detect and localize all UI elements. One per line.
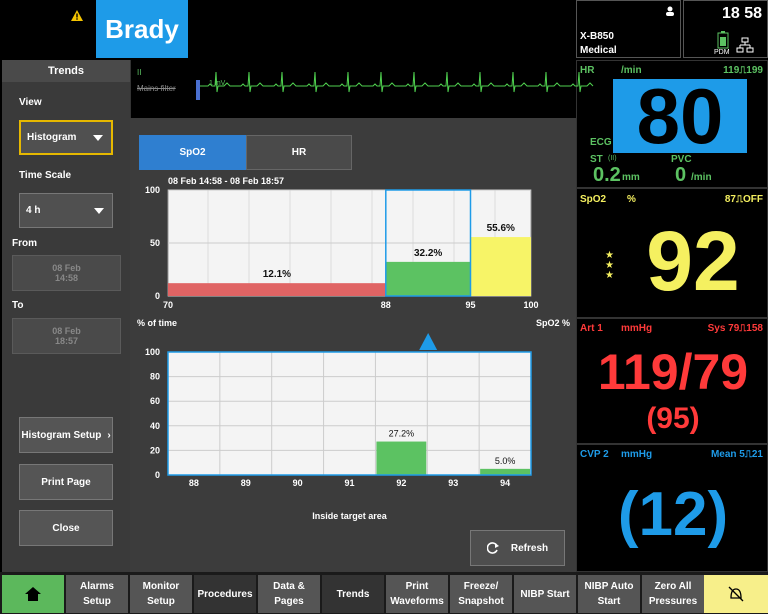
button-label: Histogram Setup — [21, 429, 102, 441]
pvc-label: PVC — [671, 154, 692, 165]
hr-label: HR — [580, 65, 595, 76]
home-button[interactable] — [2, 575, 64, 613]
hr-value: 80 — [613, 77, 747, 155]
tab-hr[interactable]: HR — [246, 135, 352, 170]
cvp-box: CVP 2 mmHg Mean 5⎍21 (12) — [576, 444, 768, 572]
view-value: Histogram — [27, 132, 77, 143]
time-scale-label: Time Scale — [19, 170, 72, 181]
spo2-unit: % — [627, 194, 636, 205]
spo2-value: 92 — [646, 214, 740, 308]
to-label: To — [12, 300, 24, 311]
from-time: 14:58 — [54, 273, 79, 283]
time-scale-value: 4 h — [26, 205, 41, 216]
home-icon — [25, 587, 41, 601]
print-page-button[interactable]: Print Page — [19, 464, 113, 500]
left-panel: Trends View Histogram Time Scale 4 h Fro… — [2, 60, 130, 572]
refresh-button[interactable]: Refresh — [470, 530, 565, 566]
cvp-label: CVP 2 — [580, 449, 609, 460]
status-box: 18 58 PDM — [683, 0, 768, 58]
alarm-silence-button[interactable] — [704, 575, 768, 613]
cvp-value: (12) — [617, 480, 729, 549]
to-time: 18:57 — [54, 336, 79, 346]
refresh-icon — [486, 542, 499, 554]
art-value: 119/79 — [597, 344, 749, 400]
nav-button[interactable]: Freeze/ Snapshot — [450, 575, 512, 613]
art-box: Art 1 mmHg Sys 79⎍158 119/79 (95) — [576, 318, 768, 444]
time-scale-dropdown[interactable]: 4 h — [19, 193, 113, 228]
alarm-banner: Brady — [96, 0, 188, 58]
hr-source: ECG — [590, 137, 612, 148]
nav-button[interactable]: NIBP Start — [514, 575, 576, 613]
view-label: View — [19, 97, 42, 108]
hr-box: HR /min 119⎍199 80 ECG ST (II) 0.2 mm PV… — [576, 60, 768, 188]
clock: 18 58 — [721, 5, 762, 22]
battery-icon — [717, 31, 729, 49]
ecg-filter: Mains filter — [137, 84, 176, 93]
cvp-limits: Mean 5⎍21 — [710, 449, 763, 460]
art-mean: (95) — [646, 402, 700, 435]
nav-bar — [0, 572, 768, 614]
art-label: Art 1 — [580, 323, 603, 334]
hr-unit: /min — [621, 65, 642, 76]
nav-button[interactable]: Zero All Pressures — [642, 575, 704, 613]
nav-button[interactable]: Data & Pages — [258, 575, 320, 613]
nav-button[interactable]: Alarms Setup — [66, 575, 128, 613]
st-label: ST — [590, 154, 603, 165]
network-icon — [736, 37, 754, 53]
user-icon — [666, 6, 674, 16]
warning-icon — [71, 10, 83, 21]
trends-area — [130, 118, 576, 572]
st-value: 0.2 — [593, 164, 621, 186]
to-date: 08 Feb — [52, 326, 81, 336]
close-button[interactable]: Close — [19, 510, 113, 546]
profile-name: Medical — [580, 45, 617, 56]
cvp-unit: mmHg — [621, 449, 653, 460]
view-dropdown[interactable]: Histogram — [19, 120, 113, 155]
nav-button[interactable]: Print Waveforms — [386, 575, 448, 613]
nav-button[interactable]: Procedures — [194, 575, 256, 613]
time-range: 08 Feb 14:58 - 08 Feb 18:57 — [168, 176, 285, 186]
histogram-setup-button[interactable]: Histogram Setup › — [19, 417, 113, 453]
button-label: Refresh — [510, 542, 549, 554]
st-unit: mm — [622, 172, 640, 183]
st-lead: (II) — [608, 155, 617, 162]
x-axis-label: SpO2 % — [536, 318, 571, 328]
signal-indicator: ★ ★ ★ — [605, 250, 614, 281]
dropdown-arrow — [93, 134, 103, 141]
ecg-lead: II — [137, 68, 142, 77]
nav-button[interactable]: Trends — [322, 575, 384, 613]
detail-x-label: Inside target area — [312, 511, 387, 521]
spo2-label: SpO2 — [580, 194, 607, 205]
panel-title: Trends — [2, 60, 130, 82]
nav-button[interactable]: NIBP Auto Start — [578, 575, 640, 613]
pvc-unit: /min — [691, 172, 712, 183]
from-field: 08 Feb 14:58 — [12, 255, 121, 291]
hr-limits: 119⎍199 — [723, 65, 763, 76]
spo2-limits: 87⎍OFF — [724, 194, 763, 205]
ecg-strip: II Mains filter 1 mV — [130, 60, 576, 118]
power-label: PDM — [714, 49, 730, 56]
spo2-box: SpO2 % 87⎍OFF ★ ★ ★ 92 — [576, 188, 768, 318]
alarm-silence-icon — [728, 586, 744, 602]
art-unit: mmHg — [621, 323, 653, 334]
tab-spo2[interactable]: SpO2 — [139, 135, 246, 170]
pvc-value: 0 — [675, 164, 687, 186]
nav-button[interactable]: Monitor Setup — [130, 575, 192, 613]
art-limits: Sys 79⎍158 — [707, 323, 763, 334]
device-name: X-B850 — [580, 31, 614, 42]
from-label: From — [12, 238, 37, 249]
device-box: X-B850 Medical — [576, 0, 681, 58]
ecg-scale: 1 mV — [209, 80, 226, 87]
from-date: 08 Feb — [52, 263, 81, 273]
to-field: 08 Feb 18:57 — [12, 318, 121, 354]
y-axis-label: % of time — [137, 318, 178, 328]
dropdown-arrow — [94, 207, 104, 214]
